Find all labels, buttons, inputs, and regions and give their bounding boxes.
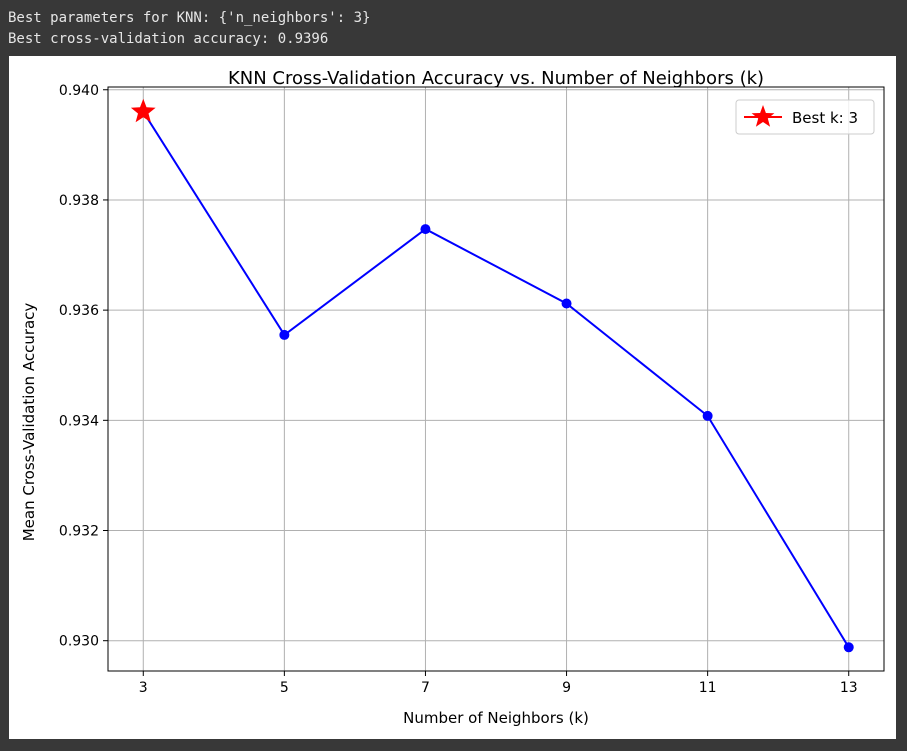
accuracy-data-point xyxy=(843,642,854,653)
accuracy-data-point xyxy=(279,329,290,340)
console-line-best-accuracy: Best cross-validation accuracy: 0.9396 xyxy=(8,31,329,47)
line-chart: KNN Cross-Validation Accuracy vs. Number… xyxy=(20,68,885,727)
x-axis-label: Number of Neighbors (k) xyxy=(403,709,589,727)
x-tick-label: 5 xyxy=(280,680,289,696)
y-tick-label: 0.940 xyxy=(59,83,99,99)
legend-box xyxy=(735,99,875,135)
console-line-best-params: Best parameters for KNN: {'n_neighbors':… xyxy=(8,10,371,26)
y-axis-label: Mean Cross-Validation Accuracy xyxy=(20,303,38,542)
accuracy-data-point xyxy=(561,298,572,309)
y-tick-label: 0.934 xyxy=(59,413,99,429)
best-k-star-marker xyxy=(130,98,156,123)
y-tick-label: 0.936 xyxy=(59,303,99,319)
accuracy-data-point xyxy=(702,410,713,421)
legend-label: Best k: 3 xyxy=(792,109,858,127)
accuracy-data-point xyxy=(420,224,431,235)
x-tick-label: 3 xyxy=(139,680,148,696)
x-tick-label: 11 xyxy=(699,680,717,696)
y-tick-label: 0.932 xyxy=(59,524,99,540)
y-tick-label: 0.930 xyxy=(59,634,99,650)
console-output: Best parameters for KNN: {'n_neighbors':… xyxy=(0,0,907,56)
accuracy-series-line xyxy=(142,111,850,648)
x-tick-label: 9 xyxy=(562,680,571,696)
y-tick-label: 0.938 xyxy=(59,193,99,209)
legend-star-icon xyxy=(751,105,775,127)
chart-title: KNN Cross-Validation Accuracy vs. Number… xyxy=(228,68,764,89)
plot-figure: KNN Cross-Validation Accuracy vs. Number… xyxy=(9,56,896,739)
x-tick-label: 7 xyxy=(421,680,430,696)
plot-area-border xyxy=(107,86,885,672)
x-tick-label: 13 xyxy=(840,680,858,696)
